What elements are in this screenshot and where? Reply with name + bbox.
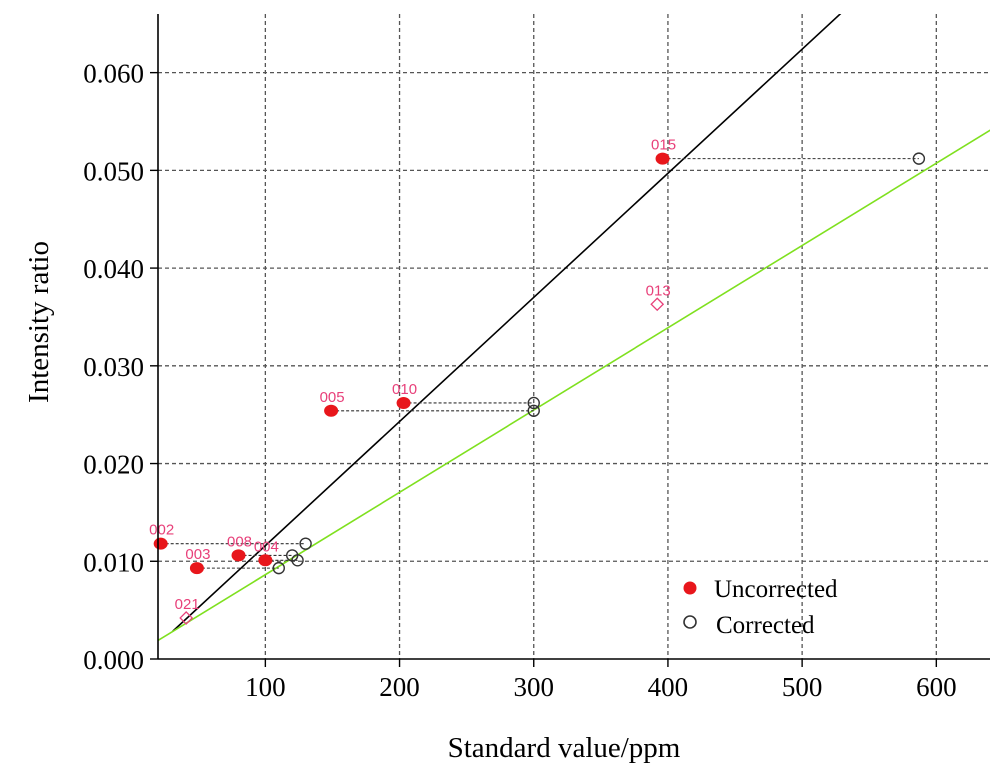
y-tick-label-0.040: 0.040 xyxy=(83,254,144,284)
x-tick-label-600: 600 xyxy=(916,672,957,702)
fit-lines xyxy=(158,14,990,642)
other-samples-point-013 xyxy=(650,297,665,312)
corrected-point-3 xyxy=(291,554,304,567)
legend-marker-corrected xyxy=(683,615,697,629)
uncorrected-point-005 xyxy=(324,404,339,417)
corrected-point-7 xyxy=(912,152,926,165)
y-tick-label-0.010: 0.010 xyxy=(83,547,144,577)
uncorrected-point-003 xyxy=(189,562,204,575)
legend-marker-uncorrected xyxy=(683,581,697,595)
y-tick-label-0.030: 0.030 xyxy=(83,352,144,382)
point-label-008: 008 xyxy=(227,533,252,550)
corrected-point-1 xyxy=(272,561,285,575)
uncorrected-point-010 xyxy=(396,396,411,409)
corrected-point-4 xyxy=(299,537,312,550)
uncorrected-point-008 xyxy=(231,549,246,562)
connectors xyxy=(160,158,919,569)
other-samples-point-021 xyxy=(179,611,194,625)
y-tick-label-0.050: 0.050 xyxy=(83,156,144,186)
point-label-005: 005 xyxy=(320,389,345,406)
grid xyxy=(158,14,990,659)
point-label-013: 013 xyxy=(646,282,671,299)
x-tick-label-500: 500 xyxy=(782,672,823,702)
legend-label-uncorrected: Uncorrected xyxy=(714,576,838,603)
x-axis-title: Standard value/ppm xyxy=(448,732,681,764)
x-tick-label-400: 400 xyxy=(648,672,689,702)
y-tick-label-0.060: 0.060 xyxy=(83,59,144,89)
point-label-003: 003 xyxy=(185,546,210,563)
uncorrected-fit-line xyxy=(172,14,842,632)
x-tick-label-300: 300 xyxy=(513,672,554,702)
uncorrected-point-002 xyxy=(153,537,168,550)
uncorrected-point-015 xyxy=(655,152,670,165)
data-points: 002 003 008 004 005 010 015 021 013 xyxy=(149,137,926,625)
tick-labels: 100 200 300 400 500 600 0.000 0.010 0.020 0.030 0.… xyxy=(83,59,956,702)
legend: Uncorrected Corrected xyxy=(683,576,838,639)
point-label-004: 004 xyxy=(254,538,279,555)
corrected-point-5 xyxy=(527,404,540,417)
point-label-002: 002 xyxy=(149,522,174,539)
x-tick-label-100: 100 xyxy=(245,672,286,702)
corrected-fit-line xyxy=(158,129,990,642)
point-label-015: 015 xyxy=(651,137,676,154)
legend-label-corrected: Corrected xyxy=(716,612,815,639)
point-label-010: 010 xyxy=(392,381,417,398)
point-label-021: 021 xyxy=(175,596,200,613)
y-axis-title: Intensity ratio xyxy=(23,241,55,403)
y-tick-label-0.000: 0.000 xyxy=(83,645,144,675)
corrected-point-6 xyxy=(527,396,540,410)
uncorrected-point-004 xyxy=(258,554,273,567)
x-tick-label-200: 200 xyxy=(379,672,420,702)
y-tick-label-0.020: 0.020 xyxy=(83,450,144,480)
axes xyxy=(150,14,990,667)
